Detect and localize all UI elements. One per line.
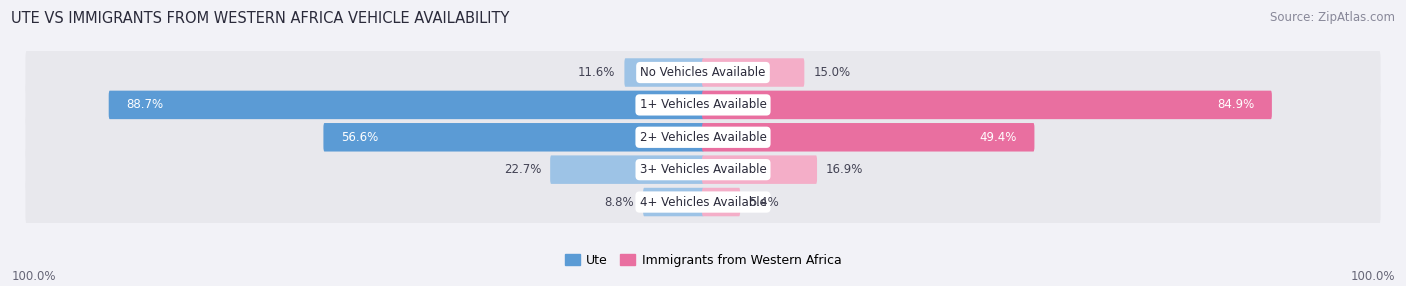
Text: 56.6%: 56.6% (342, 131, 378, 144)
FancyBboxPatch shape (624, 58, 704, 87)
FancyBboxPatch shape (643, 188, 704, 216)
FancyBboxPatch shape (25, 114, 1381, 160)
FancyBboxPatch shape (702, 155, 817, 184)
FancyBboxPatch shape (323, 123, 704, 152)
Text: 5.4%: 5.4% (749, 196, 779, 208)
Text: Source: ZipAtlas.com: Source: ZipAtlas.com (1270, 11, 1395, 24)
Text: 15.0%: 15.0% (813, 66, 851, 79)
Text: 4+ Vehicles Available: 4+ Vehicles Available (640, 196, 766, 208)
Text: UTE VS IMMIGRANTS FROM WESTERN AFRICA VEHICLE AVAILABILITY: UTE VS IMMIGRANTS FROM WESTERN AFRICA VE… (11, 11, 509, 26)
Text: 2+ Vehicles Available: 2+ Vehicles Available (640, 131, 766, 144)
Text: 16.9%: 16.9% (827, 163, 863, 176)
FancyBboxPatch shape (108, 91, 704, 119)
Text: 11.6%: 11.6% (578, 66, 616, 79)
FancyBboxPatch shape (25, 179, 1381, 225)
Text: 88.7%: 88.7% (127, 98, 163, 112)
Legend: Ute, Immigrants from Western Africa: Ute, Immigrants from Western Africa (560, 249, 846, 272)
FancyBboxPatch shape (702, 123, 1035, 152)
FancyBboxPatch shape (702, 58, 804, 87)
FancyBboxPatch shape (550, 155, 704, 184)
Text: 100.0%: 100.0% (11, 270, 56, 283)
FancyBboxPatch shape (25, 49, 1381, 96)
Text: 22.7%: 22.7% (503, 163, 541, 176)
Text: 3+ Vehicles Available: 3+ Vehicles Available (640, 163, 766, 176)
Text: 49.4%: 49.4% (980, 131, 1017, 144)
Text: 1+ Vehicles Available: 1+ Vehicles Available (640, 98, 766, 112)
FancyBboxPatch shape (25, 82, 1381, 128)
FancyBboxPatch shape (702, 188, 740, 216)
FancyBboxPatch shape (25, 147, 1381, 193)
FancyBboxPatch shape (702, 91, 1272, 119)
Text: 84.9%: 84.9% (1218, 98, 1254, 112)
Text: No Vehicles Available: No Vehicles Available (640, 66, 766, 79)
Text: 8.8%: 8.8% (605, 196, 634, 208)
Text: 100.0%: 100.0% (1350, 270, 1395, 283)
